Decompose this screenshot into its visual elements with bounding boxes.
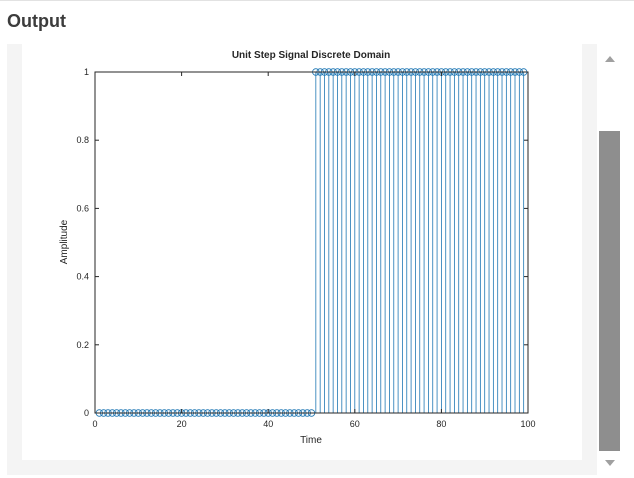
output-heading: Output bbox=[7, 11, 66, 31]
y-tick-label: 0.2 bbox=[76, 340, 89, 350]
scroll-thumb[interactable] bbox=[599, 131, 620, 451]
ticks-group: 0 20 40 60 80 100 0 0.2 0.4 0.6 0.8 1 bbox=[76, 67, 535, 429]
vertical-scrollbar[interactable] bbox=[597, 44, 623, 475]
stems-group bbox=[315, 72, 525, 413]
x-tick-label: 80 bbox=[436, 419, 446, 429]
y-tick-label: 1 bbox=[84, 67, 89, 77]
x-tick-label: 60 bbox=[350, 419, 360, 429]
x-axis-label: Time bbox=[300, 435, 322, 446]
chart-title: Unit Step Signal Discrete Domain bbox=[232, 50, 390, 61]
axes-group bbox=[94, 71, 529, 414]
x-tick-label: 0 bbox=[92, 419, 97, 429]
y-axis-label: Amplitude bbox=[59, 219, 70, 264]
y-tick-label: 0.6 bbox=[76, 203, 89, 213]
triangle-up-icon[interactable] bbox=[597, 52, 623, 66]
top-divider bbox=[0, 0, 634, 1]
x-tick-label: 40 bbox=[263, 419, 273, 429]
x-tick-label: 100 bbox=[520, 419, 535, 429]
stem-plot: Unit Step Signal Discrete Domain 0 20 40 60… bbox=[59, 50, 536, 446]
markers-group bbox=[95, 68, 528, 417]
y-tick-label: 0 bbox=[84, 408, 89, 418]
y-tick-label: 0.4 bbox=[76, 272, 89, 282]
y-tick-label: 0.8 bbox=[76, 135, 89, 145]
plot-area-box bbox=[94, 71, 529, 414]
x-tick-label: 20 bbox=[177, 419, 187, 429]
triangle-down-icon[interactable] bbox=[597, 456, 623, 470]
